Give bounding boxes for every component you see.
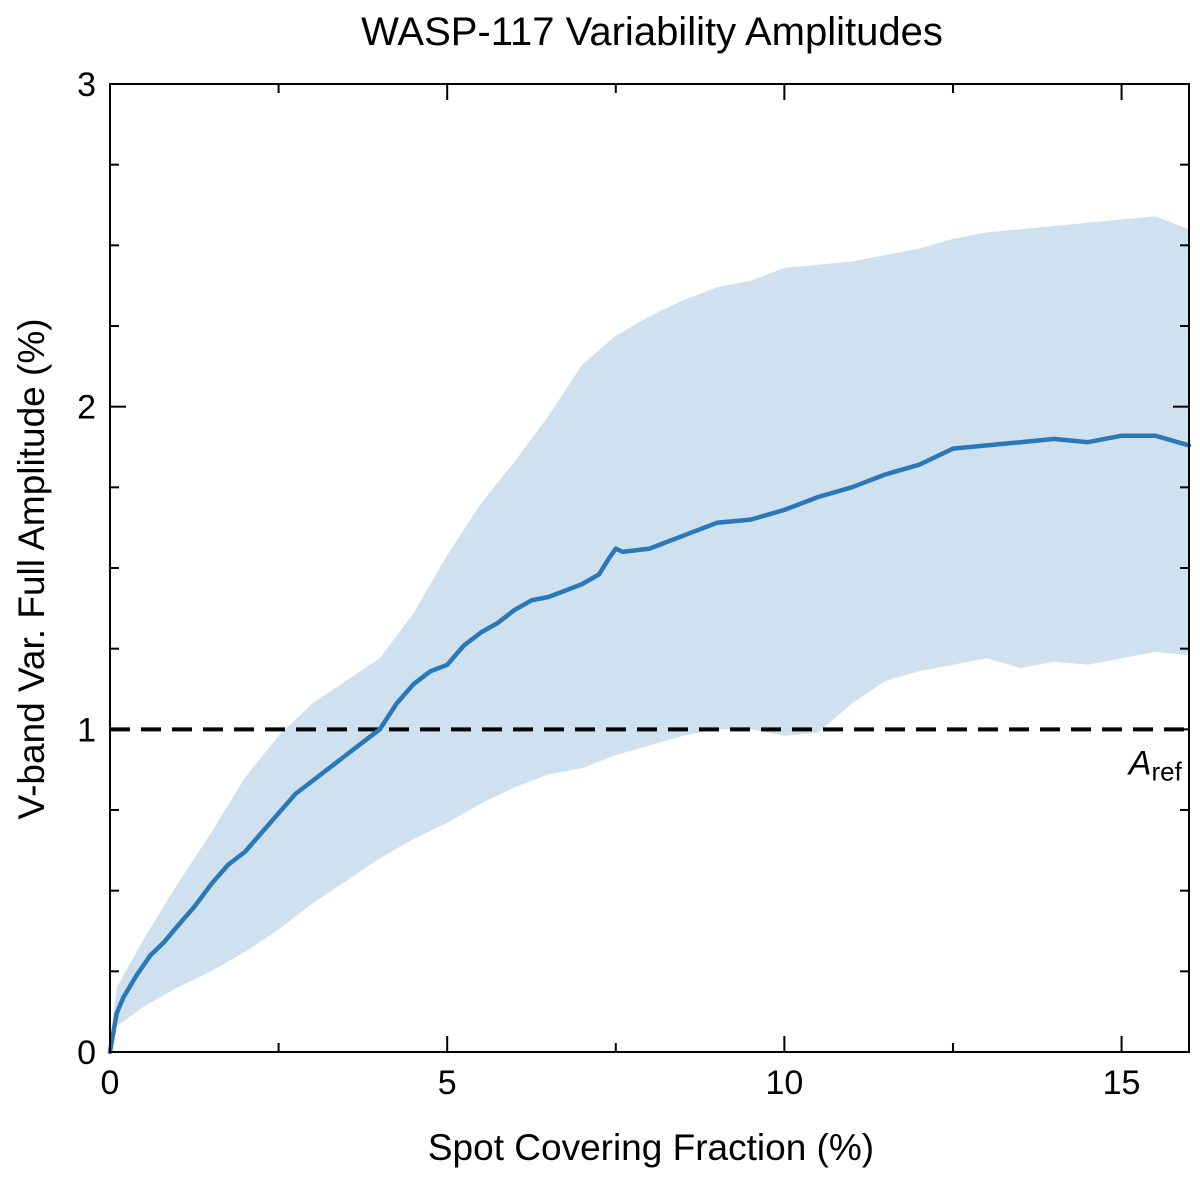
y-tick-label: 0	[77, 1034, 96, 1072]
median-amplitude-line	[107, 433, 1192, 1055]
reference-annotation: Aref	[1127, 745, 1183, 787]
x-tick-label: 0	[101, 1064, 120, 1102]
chart-title: WASP-117 Variability Amplitudes	[361, 10, 943, 54]
axis-ticks	[110, 84, 1189, 1052]
plot-frame	[109, 83, 1190, 1053]
amplitude-range-band	[110, 216, 1189, 1053]
y-tick-label: 3	[77, 66, 96, 104]
x-tick-label: 10	[765, 1064, 803, 1102]
y-axis-label: V-band Var. Full Amplitude (%)	[11, 318, 52, 819]
x-axis-label: Spot Covering Fraction (%)	[428, 1127, 874, 1168]
x-tick-label: 15	[1103, 1064, 1141, 1102]
y-tick-label: 2	[77, 389, 96, 427]
tick-labels: 0 5 10 15 0 1 2 3	[77, 66, 1140, 1102]
plot-area: Aref	[107, 216, 1192, 1055]
x-tick-label: 5	[438, 1064, 457, 1102]
y-tick-label: 1	[77, 711, 96, 749]
